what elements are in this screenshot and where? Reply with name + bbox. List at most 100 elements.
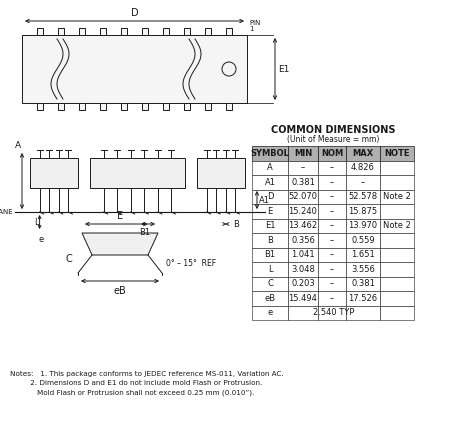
Text: PIN: PIN [249,20,260,26]
Text: A1: A1 [264,178,275,187]
Bar [346,146,380,160]
Text: C: C [65,254,72,264]
Bar [100,103,106,110]
Bar [90,158,185,188]
Text: 15.240: 15.240 [289,207,318,216]
Bar [288,262,318,276]
Bar [252,146,288,160]
Bar [318,146,346,160]
Bar [288,175,318,190]
Text: Notes:   1. This package conforms to JEDEC reference MS-011, Variation AC.: Notes: 1. This package conforms to JEDEC… [10,371,284,377]
Bar [318,262,346,276]
Bar [58,28,64,35]
Text: –: – [330,178,334,187]
Bar [380,218,414,233]
Bar [380,146,414,160]
Bar [346,291,380,306]
Bar [252,160,288,175]
Bar [380,262,414,276]
Bar [318,204,346,218]
Bar [346,233,380,248]
Text: A: A [15,140,21,149]
Text: L: L [34,218,38,226]
Bar [318,306,346,320]
Text: 15.875: 15.875 [348,207,378,216]
Text: 1.651: 1.651 [351,250,375,259]
Bar [380,175,414,190]
Text: L: L [268,265,272,274]
Text: MAX: MAX [352,149,374,158]
Text: Note 2: Note 2 [383,221,411,230]
Bar [226,28,232,35]
Bar [380,248,414,262]
Bar [288,233,318,248]
Text: –: – [330,250,334,259]
Bar [288,204,318,218]
Bar [346,160,380,175]
Text: SYMBOL: SYMBOL [251,149,290,158]
Text: 52.070: 52.070 [289,192,318,201]
Text: eB: eB [114,286,127,296]
Text: e: e [39,234,44,244]
Text: –: – [330,279,334,288]
Bar [380,291,414,306]
Text: 0.381: 0.381 [351,279,375,288]
Bar [288,306,318,320]
Bar [318,175,346,190]
Text: B: B [267,236,273,245]
Bar [318,160,346,175]
Bar [252,204,288,218]
Bar [346,218,380,233]
Text: NOM: NOM [321,149,343,158]
Bar [346,190,380,204]
Bar [205,103,211,110]
Text: E: E [267,207,273,216]
Bar [197,158,245,188]
Bar [346,276,380,291]
Bar [288,276,318,291]
Bar [252,291,288,306]
Text: (Unit of Measure = mm): (Unit of Measure = mm) [287,135,379,144]
Bar [226,103,232,110]
Bar [288,146,318,160]
Text: –: – [330,265,334,274]
Bar [380,306,414,320]
Bar [380,233,414,248]
Text: 0° – 15°  REF: 0° – 15° REF [166,259,216,268]
Bar [318,276,346,291]
Text: B1: B1 [139,228,150,237]
Text: 52.578: 52.578 [348,192,378,201]
Text: –: – [330,236,334,245]
Text: 1: 1 [249,26,254,32]
Bar [346,204,380,218]
Text: E1: E1 [265,221,275,230]
Bar [252,190,288,204]
Text: E: E [117,211,123,221]
Bar [22,35,247,103]
Bar [318,190,346,204]
Text: 0.203: 0.203 [291,279,315,288]
Text: A1: A1 [259,195,270,205]
Text: 2. Dimensions D and E1 do not include mold Flash or Protrusion.: 2. Dimensions D and E1 do not include mo… [10,380,262,386]
Bar [318,291,346,306]
Text: C: C [267,279,273,288]
Bar [184,28,190,35]
Bar [252,248,288,262]
Bar [142,103,148,110]
Bar [318,218,346,233]
Text: 2.540 TYP: 2.540 TYP [313,308,355,317]
Bar [184,103,190,110]
Bar [100,28,106,35]
Text: COMMON DIMENSIONS: COMMON DIMENSIONS [271,125,395,135]
Text: 13.462: 13.462 [289,221,318,230]
Bar [252,233,288,248]
Text: –: – [330,163,334,172]
Bar [288,160,318,175]
Text: SEATING PLANE: SEATING PLANE [0,209,13,215]
Bar [252,218,288,233]
Text: B: B [233,219,239,229]
Bar [79,28,85,35]
Bar [79,103,85,110]
Bar [288,291,318,306]
Bar [37,103,43,110]
